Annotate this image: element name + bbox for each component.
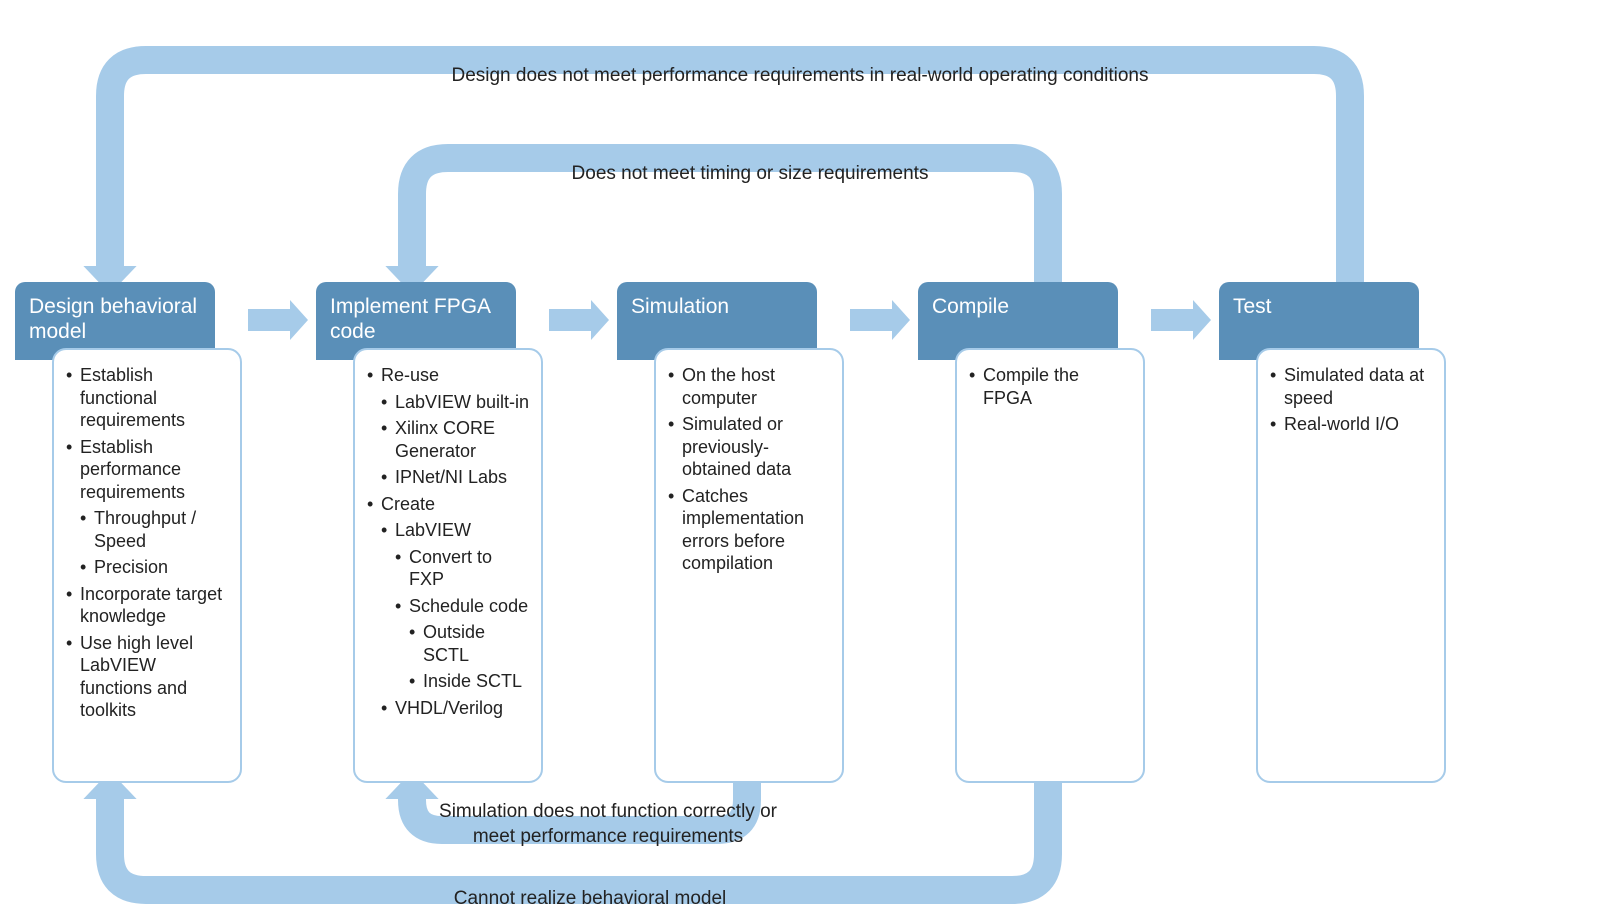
list-item: CreateLabVIEWConvert to FXPSchedule code… <box>367 493 531 720</box>
feedback-label: Does not meet timing or size requirement… <box>540 162 960 187</box>
stage-body-test: Simulated data at speed Real-world I/O <box>1256 348 1446 783</box>
list-item: Inside SCTL <box>409 670 531 693</box>
list-item: Incorporate target knowledge <box>66 583 230 628</box>
list-item: Throughput / Speed <box>80 507 230 552</box>
forward-arrow <box>549 300 609 340</box>
list-item: Establish functional requirements <box>66 364 230 432</box>
forward-arrow <box>1151 300 1211 340</box>
list-item: VHDL/Verilog <box>381 697 531 720</box>
list-item: LabVIEW built-in <box>381 391 531 414</box>
list-item: Simulated or previously-obtained data <box>668 413 832 481</box>
stage-body-compile: Compile the FPGA <box>955 348 1145 783</box>
list-item: On the host computer <box>668 364 832 409</box>
list-item: Simulated data at speed <box>1270 364 1434 409</box>
forward-arrow <box>850 300 910 340</box>
list-item: Re-useLabVIEW built-inXilinx CORE Genera… <box>367 364 531 489</box>
list-item: Real-world I/O <box>1270 413 1434 436</box>
list-item: Catches implementation errors before com… <box>668 485 832 575</box>
list-item: Compile the FPGA <box>969 364 1133 409</box>
list-item: Precision <box>80 556 230 579</box>
list-item: Xilinx CORE Generator <box>381 417 531 462</box>
list-item: LabVIEWConvert to FXPSchedule codeOutsid… <box>381 519 531 693</box>
list-item: Schedule codeOutside SCTLInside SCTL <box>395 595 531 693</box>
feedback-label: Design does not meet performance require… <box>440 64 1160 89</box>
list-item: Convert to FXP <box>395 546 531 591</box>
stage-body-simulation: On the host computerSimulated or previou… <box>654 348 844 783</box>
feedback-label: Simulation does not function correctly o… <box>438 800 778 849</box>
forward-arrow <box>248 300 308 340</box>
list-item: Establish performance requirementsThroug… <box>66 436 230 579</box>
feedback-label: Cannot realize behavioral model <box>440 887 740 912</box>
list-item: IPNet/NI Labs <box>381 466 531 489</box>
stage-body-design: Establish functional requirementsEstabli… <box>52 348 242 783</box>
list-item: Outside SCTL <box>409 621 531 666</box>
stage-body-implement: Re-useLabVIEW built-inXilinx CORE Genera… <box>353 348 543 783</box>
list-item: Use high level LabVIEW functions and too… <box>66 632 230 722</box>
